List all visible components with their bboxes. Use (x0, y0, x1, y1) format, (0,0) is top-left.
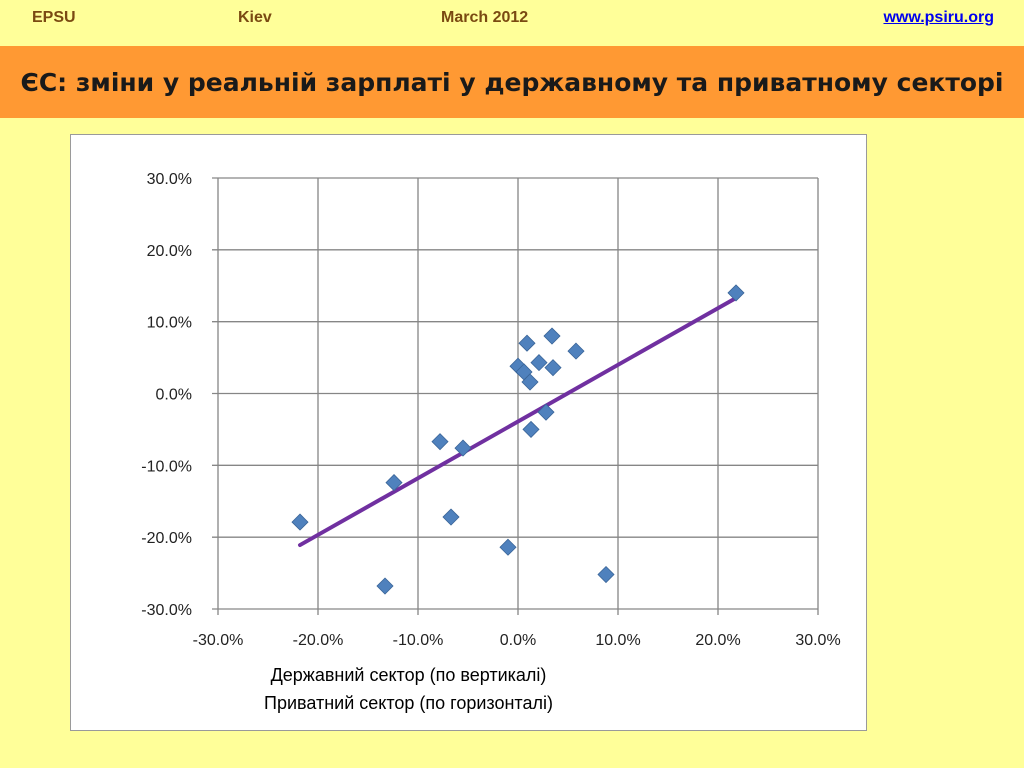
y-tick-label: 20.0% (147, 243, 192, 260)
header-url-link[interactable]: www.psiru.org (883, 9, 994, 26)
x-tick-label: -20.0% (293, 632, 344, 649)
y-tick-label: -20.0% (141, 530, 192, 547)
x-tick-label: 30.0% (795, 632, 840, 649)
header-bar: EPSU Kiev March 2012 www.psiru.org (0, 0, 1024, 44)
data-point (385, 474, 403, 492)
y-tick-label: -10.0% (141, 458, 192, 475)
x-tick-label: 0.0% (500, 632, 536, 649)
data-point (522, 420, 540, 438)
data-point (567, 342, 585, 360)
data-point (537, 403, 555, 421)
scatter-chart: -30.0% -20.0% -10.0% 0.0% 10.0% 20.0% 30.0% 30.… (141, 171, 840, 649)
data-point (597, 565, 615, 584)
x-tick-label: -30.0% (193, 632, 244, 649)
data-point (431, 433, 449, 451)
data-point (518, 334, 536, 352)
header-date: March 2012 (441, 9, 529, 26)
y-tick-label: 0.0% (156, 387, 192, 404)
data-point (442, 508, 460, 526)
y-tick-label: -30.0% (141, 602, 192, 619)
data-point (544, 359, 562, 377)
x-tick-label: 10.0% (595, 632, 640, 649)
data-point (543, 327, 561, 345)
caption-horizontal: Приватний сектор (по горизонталі) (264, 693, 553, 713)
data-point (727, 284, 745, 302)
data-point (376, 577, 394, 595)
data-point (530, 354, 548, 372)
y-tick-label: 10.0% (147, 315, 192, 332)
x-tick-label: 20.0% (695, 632, 740, 649)
data-point (499, 538, 517, 556)
data-point (454, 439, 472, 457)
header-city: Kiev (238, 9, 272, 26)
header-org: EPSU (32, 9, 76, 26)
chart-frame: -30.0% -20.0% -10.0% 0.0% 10.0% 20.0% 30.0% 30.… (70, 134, 867, 731)
title-band: ЄС: зміни у реальній зарплаті у державно… (0, 46, 1024, 118)
data-point (291, 513, 309, 531)
data-point (521, 373, 539, 391)
trendline (298, 295, 738, 548)
x-tick-label: -10.0% (393, 632, 444, 649)
caption-vertical: Державний сектор (по вертикалі) (270, 665, 547, 685)
slide-title: ЄС: зміни у реальній зарплаті у державно… (20, 67, 1004, 97)
y-tick-label: 30.0% (147, 171, 192, 188)
